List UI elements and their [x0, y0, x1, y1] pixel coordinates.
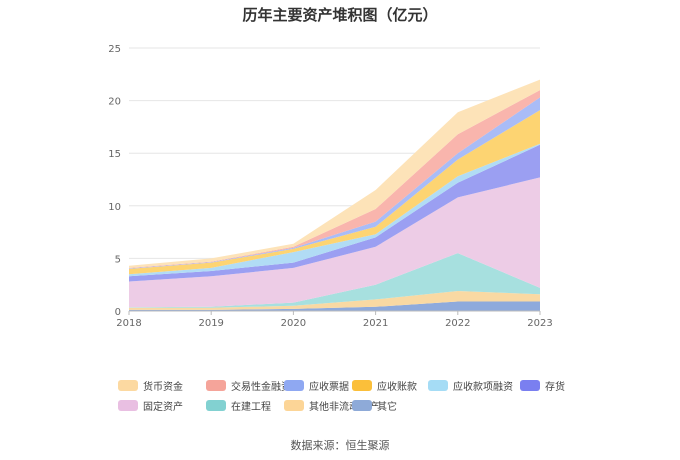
- legend-item[interactable]: 应收票据: [284, 378, 349, 393]
- x-tick-label: 2020: [281, 318, 306, 329]
- area-series-应收款项融资: [129, 143, 540, 277]
- chart-title: 历年主要资产堆积图（亿元）: [242, 6, 438, 24]
- legend-item[interactable]: 货币资金: [118, 378, 183, 393]
- legend-swatch: [206, 380, 226, 391]
- legend-label: 交易性金融资产: [231, 382, 301, 393]
- legend-item[interactable]: 交易性金融资产: [206, 378, 301, 393]
- legend-label: 存货: [545, 382, 565, 393]
- x-tick-label: 2023: [527, 318, 552, 329]
- legend-item[interactable]: 在建工程: [206, 398, 271, 413]
- legend-label: 货币资金: [143, 382, 183, 393]
- legend-swatch: [206, 400, 226, 411]
- area-series-存货: [129, 144, 540, 282]
- legend-item[interactable]: 固定资产: [118, 398, 183, 413]
- legend-item[interactable]: 存货: [520, 378, 565, 393]
- x-tick-label: 2021: [363, 318, 388, 329]
- legend-label: 固定资产: [143, 402, 183, 413]
- area-series-其他非流动资产: [129, 291, 540, 310]
- x-tick-label: 2022: [445, 318, 470, 329]
- y-tick-label: 20: [108, 97, 121, 108]
- legend-item[interactable]: 其他非流动资产: [284, 398, 379, 413]
- x-tick-label: 2018: [116, 318, 141, 329]
- legend-label: 其它: [377, 402, 397, 413]
- legend-swatch: [520, 380, 540, 391]
- data-source-note: 数据来源：恒生聚源: [290, 439, 390, 452]
- y-tick-label: 25: [108, 44, 121, 55]
- legend-label: 在建工程: [231, 402, 271, 413]
- legend-swatch: [352, 400, 372, 411]
- legend-swatch: [284, 380, 304, 391]
- legend-label: 应收账款: [377, 382, 417, 393]
- y-tick-label: 15: [108, 149, 121, 160]
- area-series-在建工程: [129, 253, 540, 308]
- stacked-area-chart: 0 5 10 15 20 25 2018 2019 2020 2021 2022 2023: [108, 44, 552, 329]
- legend-item[interactable]: 应收款项融资: [428, 378, 513, 393]
- legend-swatch: [118, 400, 138, 411]
- area-series-其它: [129, 301, 540, 311]
- area-series-货币资金: [129, 79, 540, 268]
- y-tick-label: 5: [115, 254, 121, 265]
- area-series-交易性金融资产: [129, 90, 540, 269]
- legend-label: 其他非流动资产: [309, 402, 379, 413]
- area-series-应收账款: [129, 110, 540, 275]
- legend-swatch: [284, 400, 304, 411]
- y-tick-label: 10: [108, 202, 121, 213]
- y-tick-label: 0: [115, 307, 121, 318]
- area-series-固定资产: [129, 177, 540, 308]
- legend-swatch: [428, 380, 448, 391]
- legend-swatch: [352, 380, 372, 391]
- legend-item[interactable]: 其它: [352, 398, 397, 413]
- legend-swatch: [118, 380, 138, 391]
- x-tick-label: 2019: [198, 318, 223, 329]
- legend-label: 应收款项融资: [453, 382, 513, 393]
- legend-label: 应收票据: [309, 382, 349, 393]
- legend-item[interactable]: 应收账款: [352, 378, 417, 393]
